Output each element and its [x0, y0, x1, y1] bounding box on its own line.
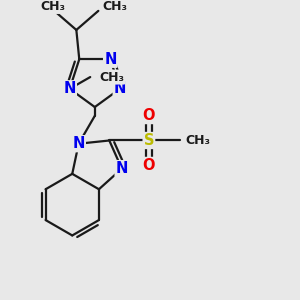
- Text: CH₃: CH₃: [103, 0, 128, 13]
- Text: N: N: [104, 52, 116, 67]
- Text: O: O: [143, 108, 155, 123]
- Text: N: N: [116, 161, 128, 176]
- Text: S: S: [144, 133, 154, 148]
- Text: CH₃: CH₃: [40, 0, 65, 13]
- Text: CH₃: CH₃: [99, 70, 124, 84]
- Text: N: N: [114, 81, 126, 96]
- Text: CH₃: CH₃: [186, 134, 211, 147]
- Text: O: O: [143, 158, 155, 173]
- Text: N: N: [73, 136, 85, 151]
- Text: N: N: [64, 81, 76, 96]
